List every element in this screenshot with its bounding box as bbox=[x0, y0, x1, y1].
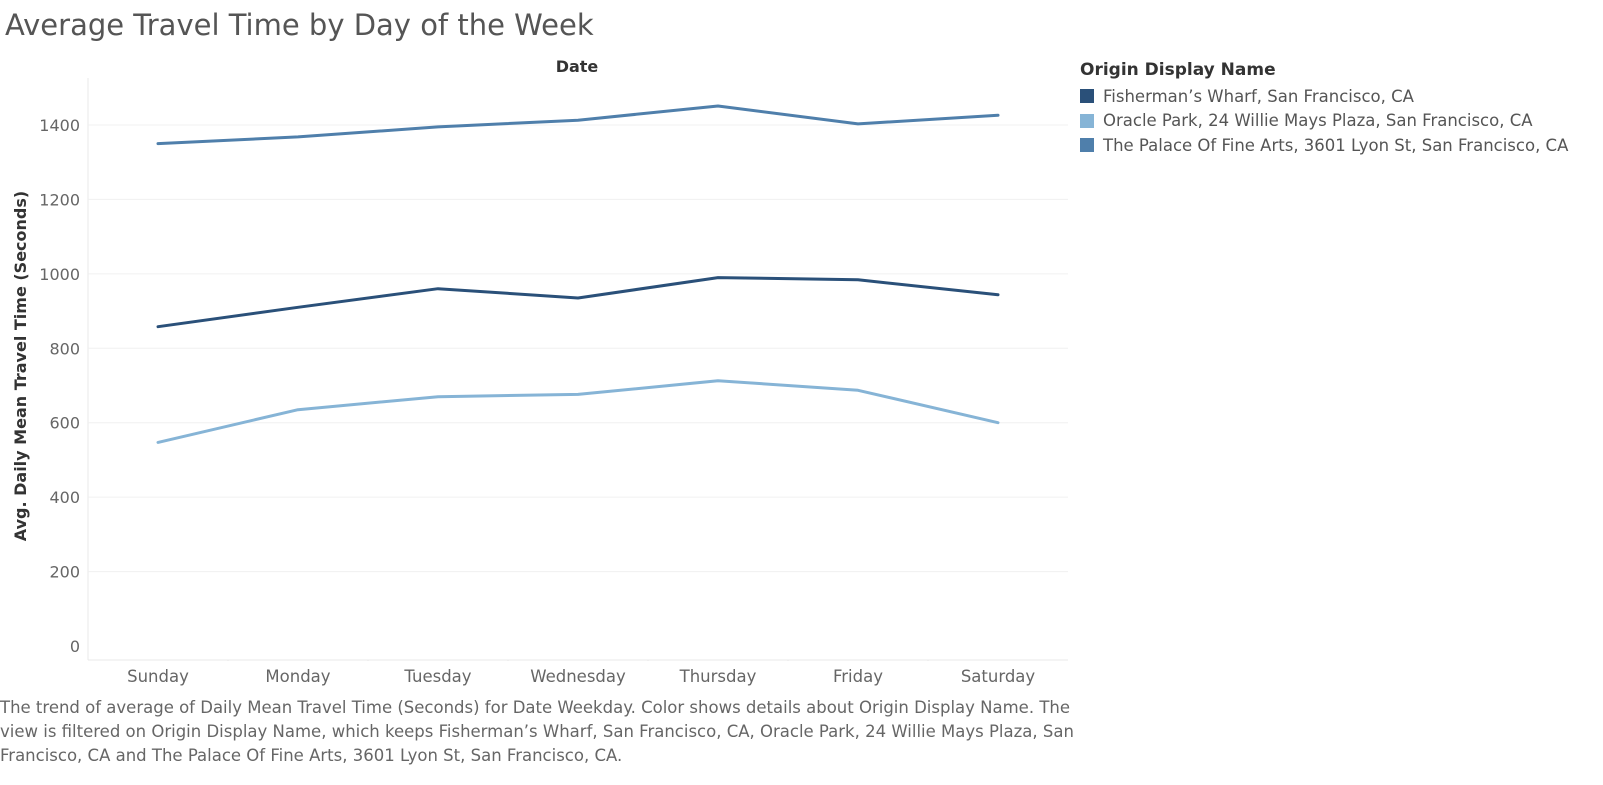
x-tick-label: Monday bbox=[265, 667, 330, 686]
y-tick-label: 1400 bbox=[39, 116, 80, 135]
chart-caption: The trend of average of Daily Mean Trave… bbox=[0, 698, 1074, 765]
legend-item-fishermans-wharf[interactable]: Fisherman’s Wharf, San Francisco, CA bbox=[1080, 84, 1600, 109]
legend-swatch bbox=[1080, 138, 1094, 153]
x-axis-title: Date bbox=[556, 57, 599, 76]
legend-swatch bbox=[1080, 89, 1094, 104]
x-tick-label: Wednesday bbox=[530, 667, 626, 686]
x-tick-label: Friday bbox=[833, 667, 883, 686]
series-line-2[interactable] bbox=[156, 104, 1000, 146]
legend-label: Fisherman’s Wharf, San Francisco, CA bbox=[1103, 86, 1414, 106]
line-chart: 0 200 400 600 800 1000 1200 1400 Sunday Monday Tu… bbox=[11, 57, 1068, 686]
legend-label: Oracle Park, 24 Willie Mays Plaza, San F… bbox=[1103, 111, 1533, 131]
x-tick-label: Tuesday bbox=[403, 667, 471, 686]
series-lines bbox=[156, 104, 1000, 444]
legend-item-oracle-park[interactable]: Oracle Park, 24 Willie Mays Plaza, San F… bbox=[1080, 109, 1600, 134]
series-line-1[interactable] bbox=[156, 379, 1000, 444]
x-tick-label: Thursday bbox=[679, 667, 757, 686]
legend-label: The Palace Of Fine Arts, 3601 Lyon St, S… bbox=[1103, 135, 1569, 155]
y-tick-label: 600 bbox=[49, 414, 80, 433]
y-tick-label: 0 bbox=[70, 637, 80, 656]
chart-title: Average Travel Time by Day of the Week bbox=[5, 8, 594, 42]
y-axis-title: Avg. Daily Mean Travel Time (Seconds) bbox=[11, 191, 30, 541]
y-tick-label: 400 bbox=[49, 488, 80, 507]
y-tick-label: 200 bbox=[49, 563, 80, 582]
y-axis-ticks: 0 200 400 600 800 1000 1200 1400 bbox=[39, 116, 80, 656]
y-tick-label: 1000 bbox=[39, 265, 80, 284]
legend-swatch bbox=[1080, 113, 1094, 128]
x-tick-label: Sunday bbox=[127, 667, 189, 686]
y-tick-label: 1200 bbox=[39, 190, 80, 209]
series-line-0[interactable] bbox=[156, 276, 1000, 329]
gridlines bbox=[87, 78, 1068, 661]
y-tick-label: 800 bbox=[49, 339, 80, 358]
x-tick-label: Saturday bbox=[961, 667, 1036, 686]
legend-item-palace-of-fine-arts[interactable]: The Palace Of Fine Arts, 3601 Lyon St, S… bbox=[1080, 133, 1600, 158]
legend: Origin Display Name Fisherman’s Wharf, S… bbox=[1080, 60, 1600, 158]
legend-title: Origin Display Name bbox=[1080, 60, 1276, 80]
x-axis-ticks: Sunday Monday Tuesday Wednesday Thursday Frid… bbox=[127, 660, 1035, 686]
